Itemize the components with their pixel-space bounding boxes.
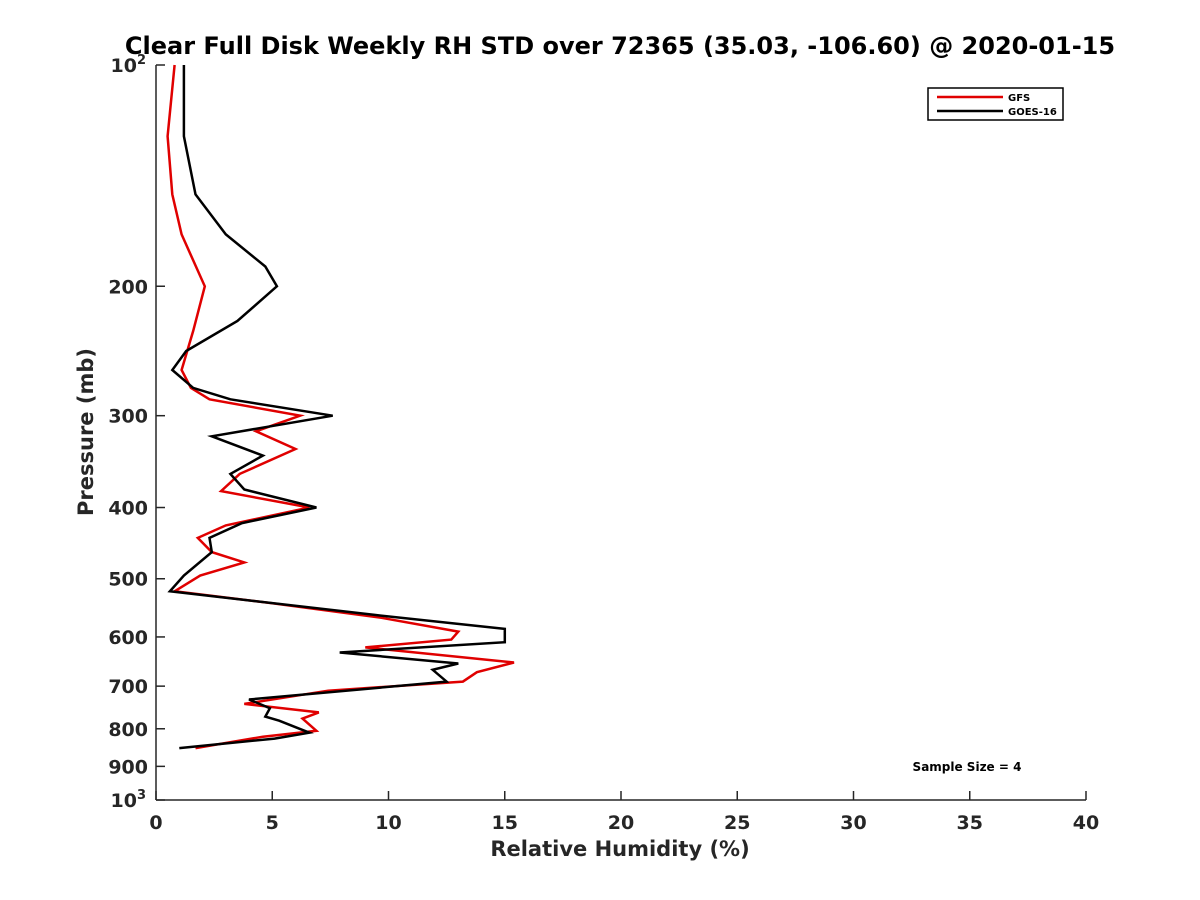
y-tick-label: 800: [108, 719, 148, 741]
x-tick-label: 5: [266, 812, 279, 834]
x-axis-ticks: 0 5 10 15 20 25 30 35 40: [149, 791, 1099, 834]
y-tick-label: 400: [108, 498, 148, 520]
x-tick-label: 35: [957, 812, 983, 834]
legend-label-goes16: GOES-16: [1008, 107, 1057, 118]
x-tick-label: 40: [1073, 812, 1099, 834]
y-tick-label: 500: [108, 569, 148, 591]
x-tick-label: 25: [724, 812, 750, 834]
plot-area: 0 5 10 15 20 25 30 35 40 102 200 300 400 500 600 700 80…: [108, 53, 1099, 834]
y-tick-label: 102: [111, 53, 147, 77]
y-axis-ticks: 102 200 300 400 500 600 700 800 900 103: [108, 53, 165, 812]
x-axis-label: Relative Humidity (%): [490, 837, 749, 861]
x-tick-label: 30: [840, 812, 866, 834]
x-tick-label: 0: [149, 812, 162, 834]
chart-title: Clear Full Disk Weekly RH STD over 72365…: [125, 32, 1115, 60]
sample-size-annotation: Sample Size = 4: [913, 760, 1022, 774]
series-lines: [166, 64, 515, 750]
x-tick-label: 15: [492, 812, 518, 834]
series-line-goes16: [167, 65, 507, 750]
y-tick-label: 103: [111, 788, 147, 812]
x-tick-label: 10: [375, 812, 401, 834]
legend-label-gfs: GFS: [1008, 93, 1030, 104]
y-axis-label: Pressure (mb): [74, 348, 98, 516]
legend-box: [927, 87, 1064, 121]
y-tick-label: 300: [108, 406, 148, 428]
y-tick-label: 600: [108, 627, 148, 649]
y-tick-label: 700: [108, 676, 148, 698]
y-tick-label: 200: [108, 276, 148, 298]
legend: GFS GOES-16: [927, 87, 1064, 121]
y-tick-label: 900: [108, 756, 148, 778]
x-tick-label: 20: [608, 812, 634, 834]
